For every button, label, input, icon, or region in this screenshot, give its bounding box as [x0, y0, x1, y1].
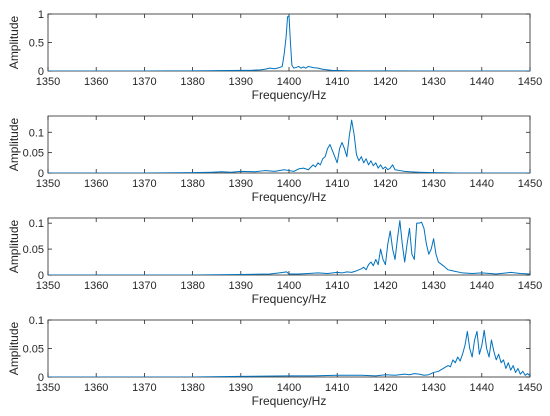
x-tick-label: 1450 — [518, 280, 542, 292]
x-axis-label: Frequency/Hz — [252, 292, 327, 306]
x-tick-label: 1360 — [84, 178, 108, 190]
x-tick-label: 1400 — [277, 280, 301, 292]
chart-panel-1: 1350 1360 1370 1380 1390 1400 1410 1420 1430 1440… — [7, 9, 542, 102]
y-tick-label: 0.1 — [29, 315, 44, 327]
x-tick-label: 1440 — [470, 280, 494, 292]
x-tick-label: 1420 — [373, 178, 397, 190]
x-axis-label: Frequency/Hz — [252, 190, 327, 204]
x-tick-label: 1430 — [421, 280, 445, 292]
y-axis-label: Amplitude — [7, 16, 21, 70]
x-tick-label: 1370 — [132, 178, 156, 190]
y-tick-label: 0.1 — [29, 218, 44, 230]
chart-panel-2: 1350 1360 1370 1380 1390 1400 1410 1420 1430 1440… — [7, 115, 542, 204]
x-tick-label: 1440 — [470, 382, 494, 394]
axes-box — [47, 115, 531, 174]
x-tick-label: 1360 — [84, 76, 108, 88]
x-tick-label: 1440 — [470, 76, 494, 88]
y-tick-label: 0.05 — [23, 148, 44, 160]
amplitude-spectrum-line — [48, 220, 530, 275]
x-tick-label: 1420 — [373, 382, 397, 394]
x-tick-label: 1430 — [421, 382, 445, 394]
x-tick-label: 1450 — [518, 382, 542, 394]
y-tick-label: 0 — [38, 66, 44, 78]
y-tick-label: 1 — [38, 9, 44, 21]
x-tick-label: 1360 — [84, 382, 108, 394]
y-tick-label: 0 — [38, 168, 44, 180]
y-tick-label: 0 — [38, 372, 44, 384]
x-tick-label: 1410 — [325, 76, 349, 88]
y-tick-label: 0.1 — [29, 127, 44, 139]
x-tick-label: 1380 — [180, 280, 204, 292]
x-tick-label: 1380 — [180, 382, 204, 394]
y-tick-label: 0.5 — [29, 38, 44, 50]
x-tick-label: 1370 — [132, 382, 156, 394]
x-tick-label: 1400 — [277, 382, 301, 394]
x-tick-label: 1410 — [325, 382, 349, 394]
x-tick-label: 1430 — [421, 178, 445, 190]
x-tick-label: 1410 — [325, 280, 349, 292]
x-tick-label: 1450 — [518, 76, 542, 88]
x-axis-label: Frequency/Hz — [252, 88, 327, 102]
x-tick-label: 1390 — [229, 280, 253, 292]
y-tick-label: 0.05 — [23, 244, 44, 256]
x-tick-label: 1380 — [180, 178, 204, 190]
x-tick-label: 1450 — [518, 178, 542, 190]
x-tick-label: 1420 — [373, 76, 397, 88]
amplitude-spectrum-line — [48, 329, 530, 377]
y-axis-label: Amplitude — [7, 118, 21, 172]
x-tick-label: 1410 — [325, 178, 349, 190]
x-tick-label: 1350 — [36, 382, 60, 394]
y-axis-label: Amplitude — [7, 322, 21, 376]
amplitude-spectrum-line — [48, 15, 530, 71]
y-axis-label: Amplitude — [7, 220, 21, 274]
y-tick-label: 0.05 — [23, 344, 44, 356]
x-tick-label: 1390 — [229, 178, 253, 190]
x-tick-label: 1430 — [421, 76, 445, 88]
x-tick-label: 1350 — [36, 178, 60, 190]
y-tick-label: 0 — [38, 270, 44, 282]
x-tick-label: 1390 — [229, 76, 253, 88]
x-tick-label: 1420 — [373, 280, 397, 292]
x-tick-label: 1350 — [36, 280, 60, 292]
x-tick-label: 1400 — [277, 76, 301, 88]
x-tick-label: 1440 — [470, 178, 494, 190]
x-tick-label: 1390 — [229, 382, 253, 394]
x-axis-label: Frequency/Hz — [252, 394, 327, 408]
axes-box — [47, 217, 531, 276]
chart-panel-3: 1350 1360 1370 1380 1390 1400 1410 1420 1430 1440… — [7, 217, 542, 306]
amplitude-spectrum-line — [48, 119, 530, 173]
x-tick-label: 1370 — [132, 280, 156, 292]
chart-panel-4: 1350 1360 1370 1380 1390 1400 1410 1420 1430 1440… — [7, 315, 542, 408]
x-tick-label: 1380 — [180, 76, 204, 88]
axes-box — [47, 319, 531, 378]
x-tick-label: 1350 — [36, 76, 60, 88]
x-tick-label: 1360 — [84, 280, 108, 292]
x-tick-label: 1370 — [132, 76, 156, 88]
x-tick-label: 1400 — [277, 178, 301, 190]
